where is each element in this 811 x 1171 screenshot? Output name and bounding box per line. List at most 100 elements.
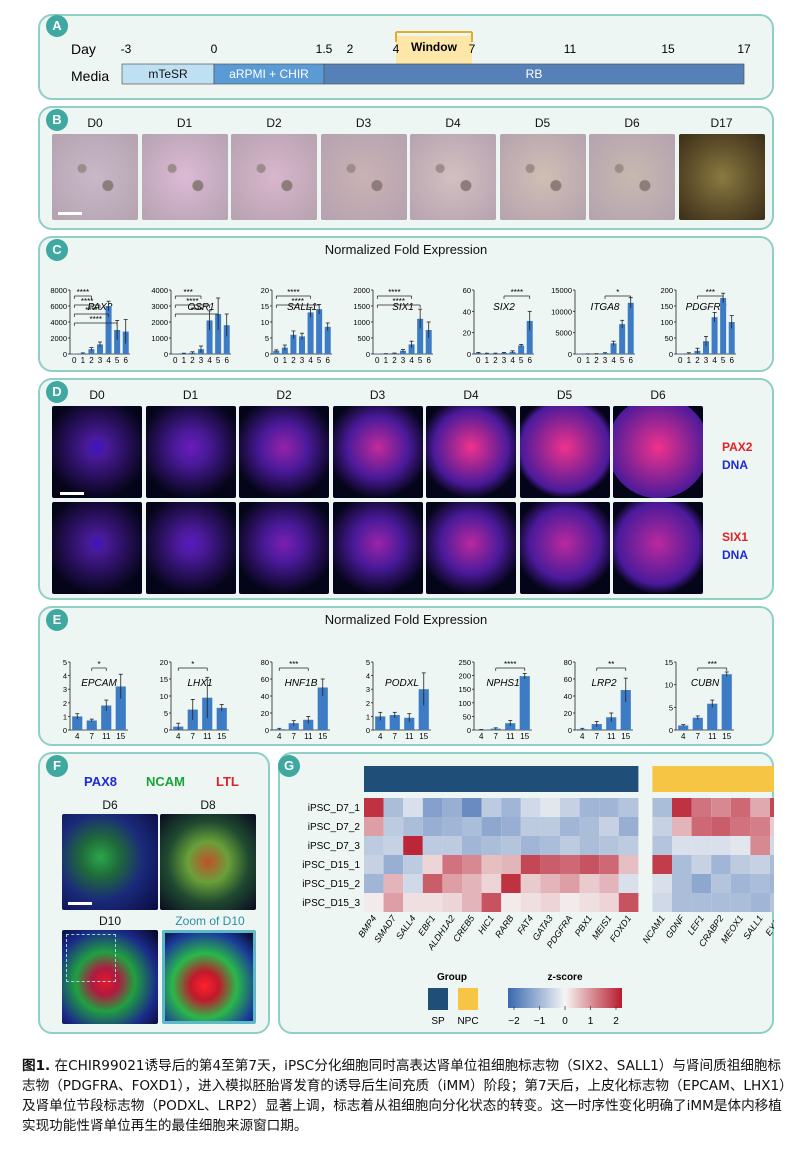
fluo-image-SIX1-D6 — [613, 502, 703, 594]
sig-stars: **** — [287, 288, 299, 297]
bar-SALL1-2 — [290, 334, 297, 354]
heatmap-cell — [501, 836, 521, 855]
heatmap-cell — [691, 893, 712, 912]
x-tick-label: 2 — [594, 356, 599, 365]
heatmap-cell — [750, 836, 770, 855]
heatmap-cell — [711, 855, 731, 874]
x-tick-label: 11 — [607, 732, 616, 741]
x-tick-label: 11 — [102, 732, 111, 741]
sig-stars: *** — [183, 288, 192, 297]
heatmap-cell — [403, 798, 423, 817]
heatmap-row-label: iPSC_D15_2 — [302, 879, 360, 890]
y-tick-label: 200 — [458, 672, 471, 681]
chart-HNF1B: HNF1B 0 20 40 60 80 4 7 11 15 *** — [261, 658, 330, 741]
media-label: Media — [71, 68, 109, 84]
y-tick-label: 2000 — [151, 318, 168, 327]
heatmap-cell — [422, 855, 443, 874]
chart-CUBN: CUBN 0 5 10 15 4 7 11 15 *** — [665, 658, 734, 741]
y-tick-label: 50 — [463, 712, 471, 721]
heatmap-cell — [540, 855, 560, 874]
x-tick-label: 4 — [409, 356, 414, 365]
bf-image-D2 — [231, 134, 317, 220]
label-zoom-d10: Zoom of D10 — [175, 914, 245, 928]
y-tick-label: 0 — [63, 350, 67, 359]
heatmap-cell — [540, 836, 560, 855]
heatmap-col-label: SMAD7 — [372, 913, 399, 945]
y-tick-label: 1000 — [151, 334, 168, 343]
heatmap-row-label: iPSC_D15_1 — [302, 860, 360, 871]
bf-label-D5: D5 — [534, 116, 551, 130]
x-tick-label: 5 — [115, 356, 120, 365]
fluo-image-PAX2-D5 — [519, 406, 610, 498]
heatmap-cell — [422, 817, 443, 836]
x-tick-label: 4 — [681, 732, 686, 741]
y-tick-label: 0 — [467, 726, 471, 735]
heatmap-cell — [481, 836, 502, 855]
bar-EPCAM-7 — [86, 720, 97, 730]
y-tick-label: 150 — [660, 302, 673, 311]
bf-image-D4 — [410, 134, 496, 220]
heatmap-cell — [691, 836, 712, 855]
group-bar-sp — [364, 766, 639, 792]
day-tick-1: 0 — [211, 42, 218, 56]
heatmap-cell — [383, 798, 404, 817]
day-label: Day — [71, 41, 96, 57]
sig-stars: **** — [392, 297, 404, 306]
bar-EPCAM-4 — [72, 716, 83, 730]
heatmap-cell — [770, 817, 774, 836]
heatmap-cell — [481, 798, 502, 817]
bf-label-D0: D0 — [87, 116, 103, 130]
bar-PDGFRα-5 — [720, 298, 727, 354]
y-tick-label: 15 — [160, 675, 168, 684]
heatmap-cell — [618, 798, 639, 817]
heatmap-cell — [422, 836, 443, 855]
heatmap-svg: iPSC_D7_1 iPSC_D7_2 iPSC_D7_3 iPSC_D15_1 iPS… — [302, 766, 774, 1027]
y-tick-label: 100 — [660, 318, 673, 327]
heatmap-cell — [599, 855, 619, 874]
x-tick-label: 1 — [485, 356, 490, 365]
y-tick-label: 8000 — [50, 286, 67, 295]
chart-title-LRP2: LRP2 — [591, 678, 616, 689]
heatmap-cell — [442, 855, 462, 874]
bar-EPCAM-15 — [115, 686, 126, 730]
fluo-label-D0: D0 — [89, 388, 105, 402]
y-tick-label: 60 — [463, 286, 471, 295]
scale-bar-d — [60, 492, 84, 495]
bar-PAX2-3 — [97, 344, 103, 354]
bar-SALL1-4 — [307, 312, 314, 354]
media-rb — [323, 63, 745, 85]
heatmap-cell — [364, 836, 384, 855]
x-tick-label: 5 — [317, 356, 322, 365]
fluo-image-SIX1-D0 — [52, 502, 142, 594]
zscore-title: z-score — [547, 972, 582, 983]
heatmap-cell — [560, 817, 580, 836]
chart-title-LHX1: LHX1 — [187, 678, 212, 689]
sig-stars: *** — [708, 660, 717, 669]
heatmap-cell — [770, 798, 774, 817]
heatmap-cell — [770, 855, 774, 874]
legend-swatch-npc — [458, 988, 478, 1010]
x-tick-label: 15 — [520, 732, 529, 741]
zscore-gradient — [508, 988, 622, 1008]
heatmap-cell — [422, 874, 443, 893]
x-tick-label: 11 — [405, 732, 414, 741]
heatmap-cell — [560, 874, 580, 893]
chart-title-NPHS1: NPHS1 — [486, 678, 519, 689]
heatmap-cell — [711, 836, 731, 855]
heatmap-col-label: EYA1 — [763, 913, 774, 937]
bar-SIX2-6 — [526, 320, 533, 354]
x-tick-label: 1 — [586, 356, 591, 365]
y-tick-label: 20 — [564, 709, 572, 718]
sig-stars: **** — [89, 315, 101, 324]
heatmap-cell — [599, 893, 619, 912]
bf-image-D6 — [589, 134, 675, 220]
y-tick-label: 2000 — [353, 286, 370, 295]
y-tick-label: 2 — [63, 699, 67, 708]
heatmap-col-label: RARB — [493, 913, 516, 939]
x-tick-label: 5 — [721, 356, 726, 365]
